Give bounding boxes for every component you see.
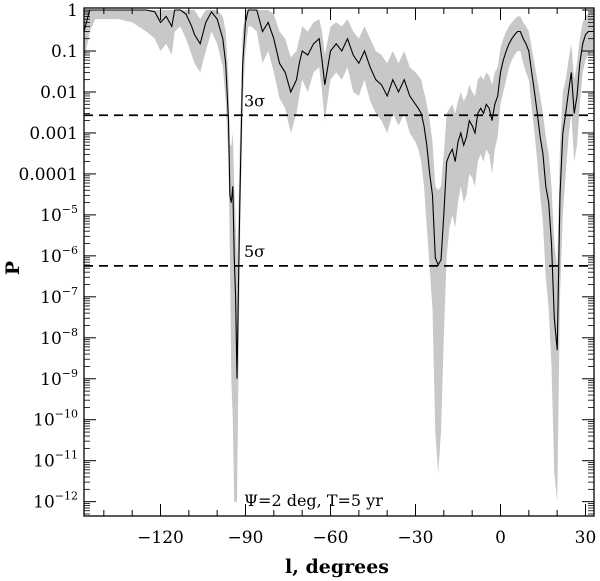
x-axis-title: l, degrees xyxy=(285,556,389,578)
y-tick-label: 10−8 xyxy=(40,326,78,349)
y-tick-label: 10−10 xyxy=(33,408,78,431)
y-tick-label: 10−11 xyxy=(33,449,78,472)
y-tick-label: 10−7 xyxy=(40,285,78,308)
probability-line xyxy=(83,9,594,379)
y-tick-label: 0.1 xyxy=(51,42,78,62)
x-tick-labels: −120 −90 −60 −30 0 30 xyxy=(137,528,596,548)
y-tick-label: 10−5 xyxy=(40,203,78,226)
axis-ticks xyxy=(84,8,594,516)
data-line xyxy=(83,9,594,379)
x-tick-label: −120 xyxy=(137,528,184,548)
sigma-label: 5σ xyxy=(244,242,265,261)
x-tick-label: −90 xyxy=(228,528,264,548)
y-tick-label: 10−9 xyxy=(40,367,78,390)
x-tick-label: −60 xyxy=(313,528,349,548)
sigma-label: 3σ xyxy=(244,91,265,110)
x-tick-label: 0 xyxy=(495,528,506,548)
band-area xyxy=(84,10,594,502)
reference-lines: 3σ 5σ xyxy=(84,91,594,267)
parameters-annotation: Ψ=2 deg, T=5 yr xyxy=(244,491,383,510)
x-tick-label: −30 xyxy=(398,528,434,548)
y-tick-label: 0.0001 xyxy=(19,165,78,185)
y-axis-title: P xyxy=(2,261,24,275)
uncertainty-band xyxy=(84,10,594,502)
y-tick-label: 0.001 xyxy=(29,124,78,144)
y-tick-labels: 1 0.1 0.01 0.001 0.0001 10−5 10−6 10−7 10−8 10−9 1… xyxy=(19,1,78,513)
y-tick-label: 10−12 xyxy=(33,490,78,513)
x-tick-label: 30 xyxy=(575,528,597,548)
y-tick-label: 0.01 xyxy=(40,83,78,103)
y-tick-label: 1 xyxy=(67,1,78,21)
plot-frame xyxy=(83,7,595,517)
y-tick-label: 10−6 xyxy=(40,244,78,267)
